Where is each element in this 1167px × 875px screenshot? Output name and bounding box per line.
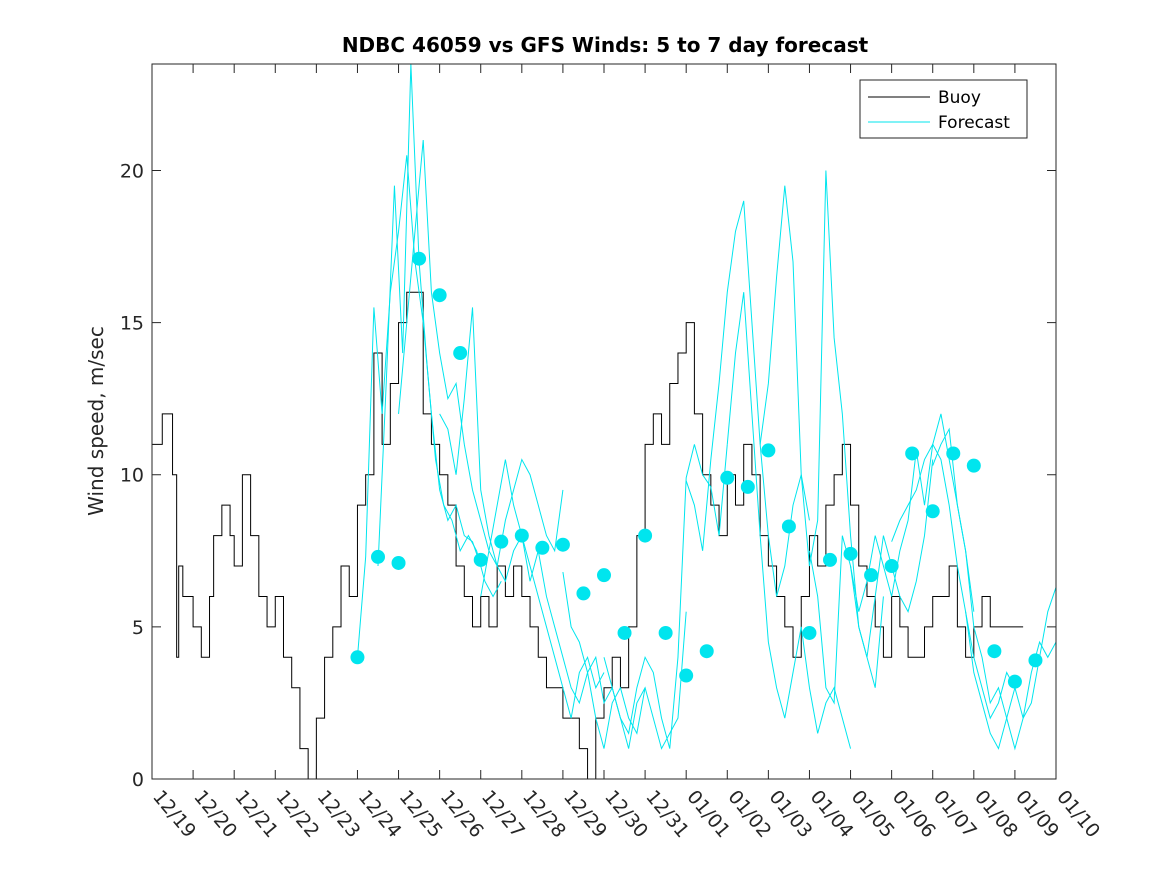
forecast-marker: [597, 568, 611, 582]
forecast-marker: [494, 535, 508, 549]
forecast-marker: [659, 626, 673, 640]
forecast-marker: [905, 446, 919, 460]
forecast-marker: [844, 547, 858, 561]
y-tick-label: 5: [132, 617, 144, 639]
forecast-marker: [556, 538, 570, 552]
forecast-marker: [741, 480, 755, 494]
forecast-marker: [453, 346, 467, 360]
chart-title: NDBC 46059 vs GFS Winds: 5 to 7 day fore…: [342, 33, 869, 57]
legend-forecast-label: Forecast: [938, 113, 1010, 133]
forecast-marker: [967, 459, 981, 473]
forecast-marker: [700, 644, 714, 658]
forecast-marker: [535, 541, 549, 555]
y-tick-label: 10: [120, 465, 144, 487]
forecast-marker: [885, 559, 899, 573]
y-axis-label: Wind speed, m/sec: [84, 326, 108, 516]
legend-buoy-label: Buoy: [938, 88, 981, 108]
forecast-marker: [392, 556, 406, 570]
forecast-marker: [638, 529, 652, 543]
forecast-marker: [761, 443, 775, 457]
forecast-marker: [679, 669, 693, 683]
forecast-marker: [1028, 653, 1042, 667]
forecast-marker: [515, 529, 529, 543]
forecast-marker: [618, 626, 632, 640]
forecast-marker: [350, 650, 364, 664]
forecast-marker: [864, 568, 878, 582]
forecast-marker: [433, 288, 447, 302]
y-tick-label: 15: [120, 313, 144, 335]
forecast-marker: [782, 519, 796, 533]
forecast-marker: [720, 471, 734, 485]
forecast-marker: [412, 252, 426, 266]
forecast-marker: [576, 586, 590, 600]
forecast-marker: [987, 644, 1001, 658]
forecast-marker: [946, 446, 960, 460]
forecast-marker: [1008, 675, 1022, 689]
forecast-marker: [823, 553, 837, 567]
y-tick-label: 20: [120, 160, 144, 182]
forecast-marker: [926, 504, 940, 518]
forecast-marker: [474, 553, 488, 567]
forecast-marker: [371, 550, 385, 564]
wind-speed-chart: NDBC 46059 vs GFS Winds: 5 to 7 day fore…: [0, 0, 1167, 875]
legend: Buoy Forecast: [860, 80, 1027, 138]
y-tick-label: 0: [132, 769, 144, 791]
forecast-marker: [802, 626, 816, 640]
